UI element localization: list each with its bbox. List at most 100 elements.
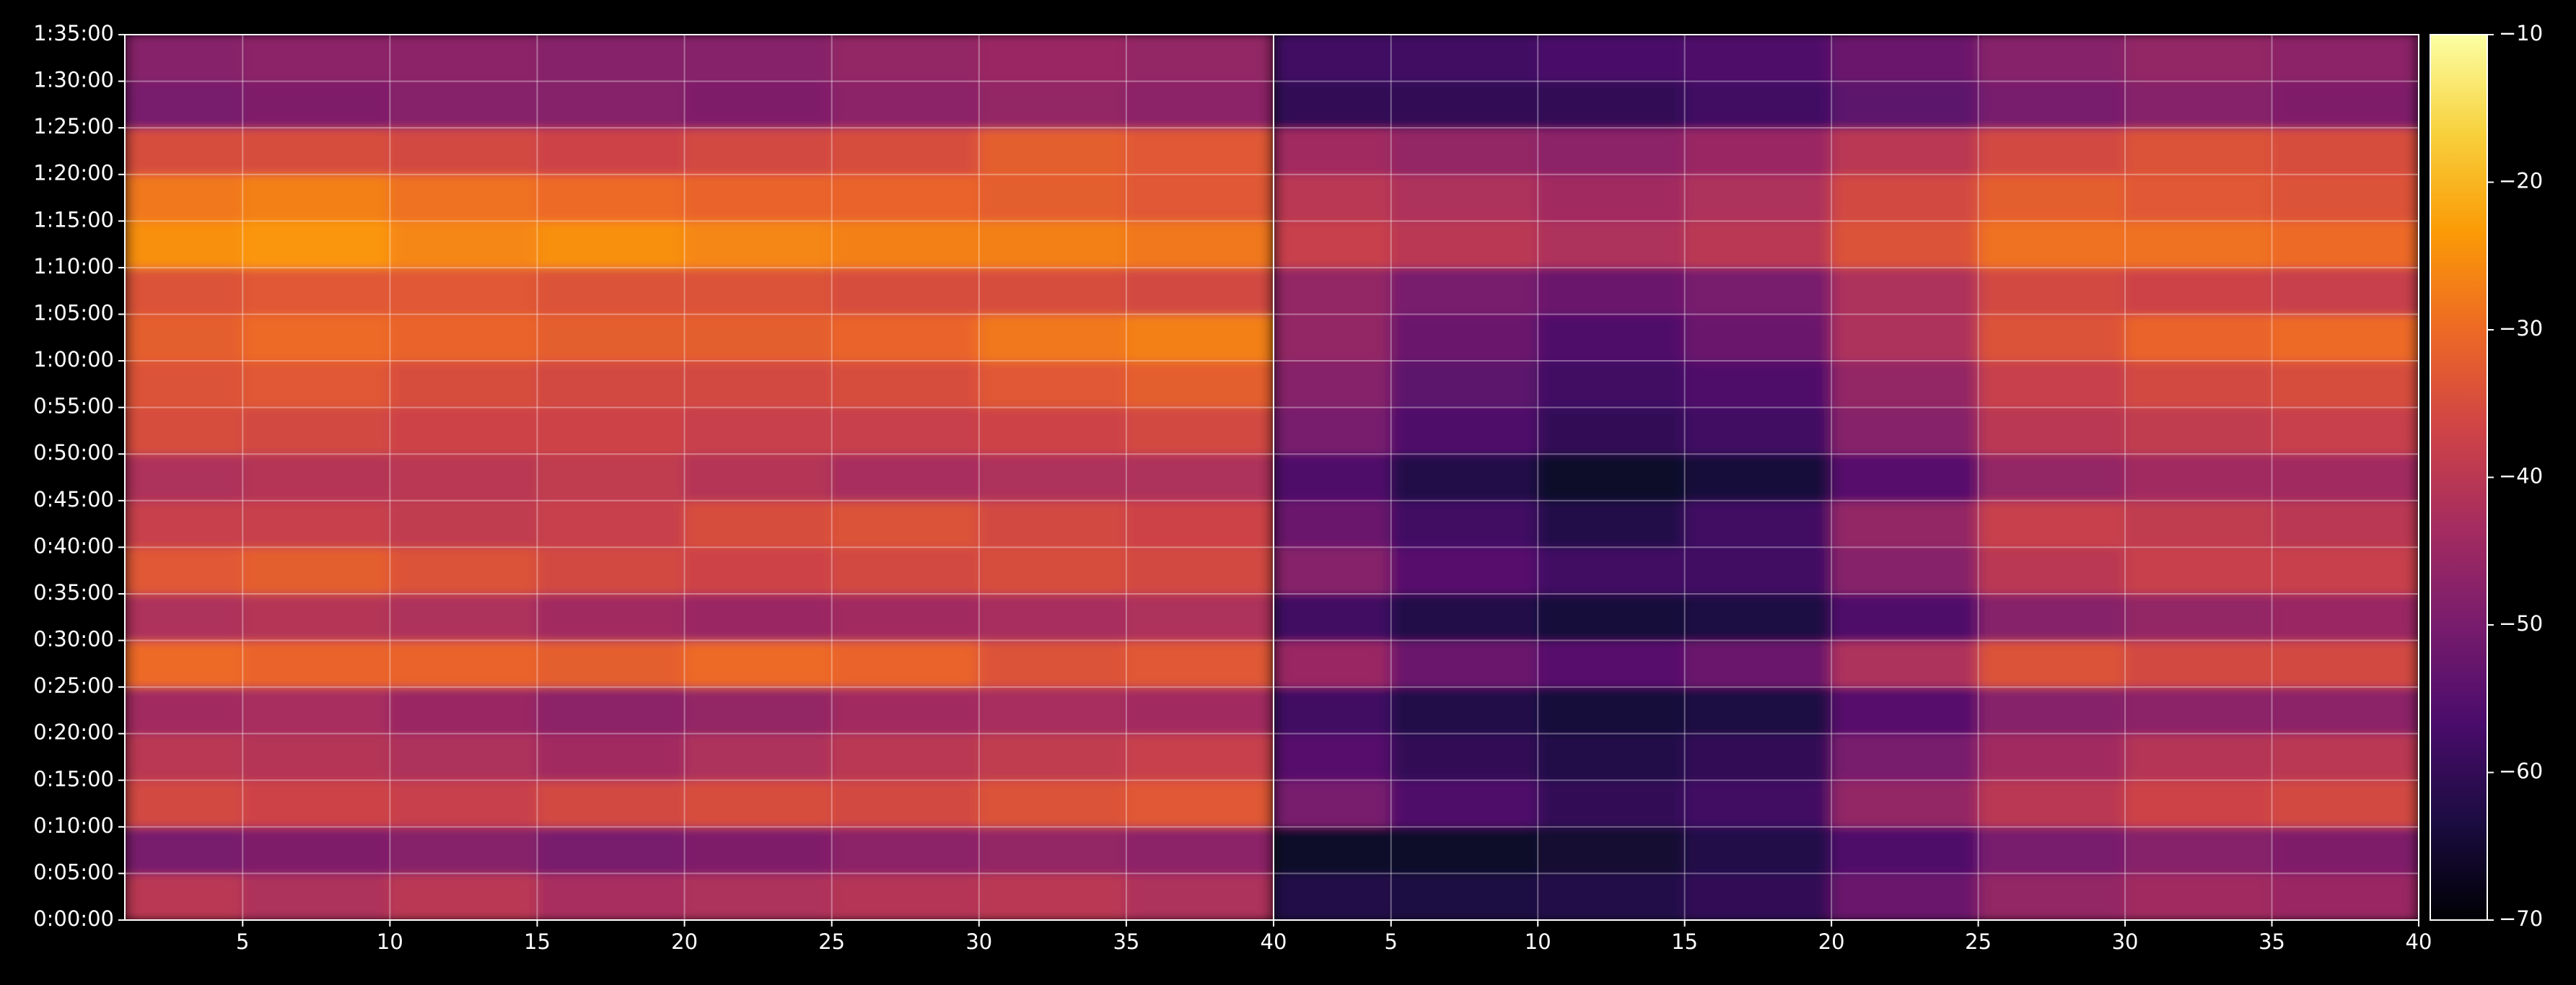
heatmap-cell <box>242 732 391 782</box>
heatmap-cell <box>2271 80 2419 129</box>
heatmap-cell <box>125 220 244 268</box>
heatmap-cell <box>683 173 833 222</box>
heatmap-cell <box>1390 779 1539 828</box>
heatmap-cell <box>125 686 244 735</box>
heatmap-cell <box>1977 779 2126 828</box>
heatmap-cell <box>1683 779 1833 828</box>
heatmap-cell <box>242 546 391 595</box>
heatmap-cell <box>2124 639 2273 688</box>
heatmap-cell <box>1977 453 2126 502</box>
heatmap-cell <box>683 826 833 875</box>
heatmap-cell <box>1831 686 1979 735</box>
heatmap-cell <box>2271 127 2419 175</box>
heatmap-cell <box>2124 546 2273 595</box>
heatmap-cell <box>1125 732 1274 782</box>
heatmap-cell <box>389 360 538 408</box>
heatmap-cell <box>978 499 1127 548</box>
heatmap-cell <box>683 127 833 175</box>
heatmap-cell <box>1683 872 1833 920</box>
heatmap-cell <box>1125 872 1274 920</box>
heatmap-cell <box>831 872 980 920</box>
heatmap-panel <box>125 35 1274 920</box>
heatmap-cell <box>1390 313 1539 362</box>
heatmap-cell <box>536 173 685 222</box>
heatmap-cell <box>1683 266 1833 315</box>
heatmap-cell <box>1977 266 2126 315</box>
heatmap-cell <box>2124 220 2273 268</box>
heatmap-cell <box>831 732 980 782</box>
heatmap-cell <box>1390 453 1539 502</box>
heatmap-cell <box>1537 127 1686 175</box>
heatmap-cell <box>978 592 1127 642</box>
heatmap-cell <box>1274 826 1392 875</box>
heatmap-cell <box>1125 639 1274 688</box>
heatmap-cell <box>389 313 538 362</box>
heatmap-cell <box>1683 313 1833 362</box>
heatmap-cell <box>536 406 685 455</box>
x-tick-label: 30 <box>2112 929 2139 954</box>
heatmap-cell <box>1831 872 1979 920</box>
heatmap-cell <box>1125 360 1274 408</box>
heatmap-cell <box>1831 173 1979 222</box>
heatmap-cell <box>536 546 685 595</box>
heatmap-cell <box>1390 360 1539 408</box>
heatmap-cell <box>1125 453 1274 502</box>
heatmap-cell <box>1977 546 2126 595</box>
panel-frame <box>1273 34 2419 921</box>
heatmap-cell <box>978 313 1127 362</box>
heatmap-cell <box>1125 592 1274 642</box>
heatmap-cell <box>389 546 538 595</box>
heatmap-cell <box>242 499 391 548</box>
heatmap-cell <box>978 127 1127 175</box>
heatmap-cell <box>1831 127 1979 175</box>
heatmap-cell <box>1274 732 1392 782</box>
heatmap-cell <box>1274 220 1392 268</box>
heatmap-cell <box>242 592 391 642</box>
heatmap-cell <box>1831 732 1979 782</box>
y-tick-label: 0:15:00 <box>33 766 114 791</box>
heatmap-cell <box>2124 80 2273 129</box>
heatmap-cell <box>1683 35 1833 82</box>
heatmap-cell <box>2124 499 2273 548</box>
heatmap-cell <box>1390 127 1539 175</box>
heatmap-cell <box>1683 173 1833 222</box>
heatmap-cell <box>1977 872 2126 920</box>
heatmap-cell <box>2271 732 2419 782</box>
heatmap-cell <box>1683 220 1833 268</box>
heatmap-cell <box>1683 453 1833 502</box>
heatmap-cell <box>536 453 685 502</box>
heatmap-cell <box>1125 80 1274 129</box>
y-tick-label: 1:10:00 <box>33 254 114 279</box>
x-tick-label: 20 <box>671 929 698 954</box>
heatmap-cell <box>978 872 1127 920</box>
x-tick-label: 5 <box>236 929 249 954</box>
heatmap-cell <box>125 80 244 129</box>
heatmap-cell <box>683 80 833 129</box>
heatmap-cell <box>536 826 685 875</box>
heatmap-cell <box>389 592 538 642</box>
heatmap-cell <box>536 872 685 920</box>
heatmap-cell <box>242 80 391 129</box>
heatmap-cell <box>1537 639 1686 688</box>
heatmap-cell <box>1831 453 1979 502</box>
heatmap-cell <box>831 220 980 268</box>
heatmap-cell <box>389 80 538 129</box>
heatmap-cell <box>831 499 980 548</box>
heatmap-cell <box>1977 592 2126 642</box>
heatmap-cell <box>1977 127 2126 175</box>
heatmap-cell <box>389 266 538 315</box>
heatmap-cell <box>1390 546 1539 595</box>
heatmap-cell <box>125 779 244 828</box>
heatmap-cell <box>1683 592 1833 642</box>
heatmap-cell <box>1125 35 1274 82</box>
heatmap-cell <box>831 546 980 595</box>
heatmap-cell <box>242 872 391 920</box>
heatmap-cell <box>1683 80 1833 129</box>
heatmap-cell <box>1537 35 1686 82</box>
heatmap-cell <box>1537 546 1686 595</box>
heatmap-cell <box>1390 872 1539 920</box>
heatmap-cell <box>1390 732 1539 782</box>
heatmap-cell <box>683 499 833 548</box>
heatmap-cell <box>389 499 538 548</box>
